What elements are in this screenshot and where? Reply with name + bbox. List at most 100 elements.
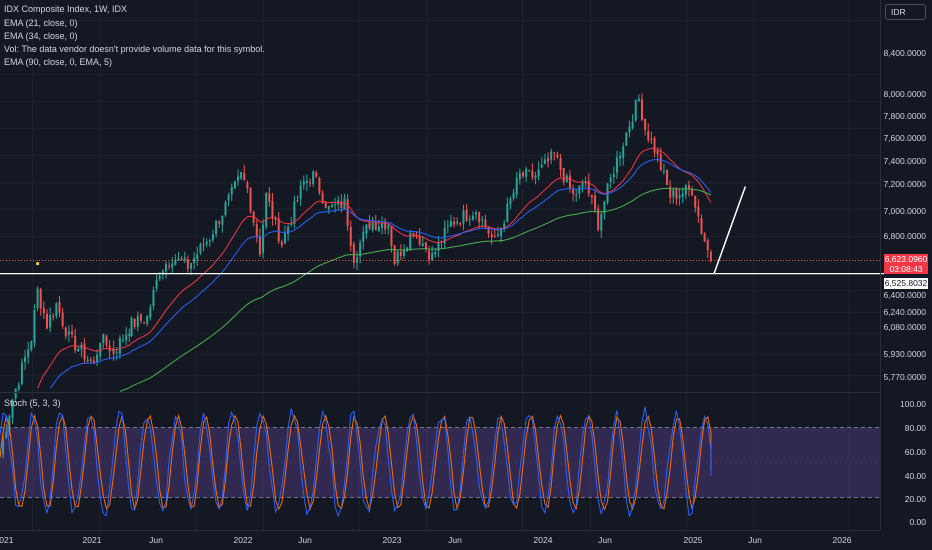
- price-tick: 7,800.0000: [883, 111, 926, 121]
- candle-body: [543, 159, 546, 164]
- candle-body: [424, 242, 427, 250]
- candle-body: [650, 138, 653, 140]
- candle-body: [697, 206, 700, 217]
- candle-body: [500, 227, 503, 236]
- candle-body: [152, 290, 155, 307]
- candle-body: [534, 175, 537, 179]
- candle-body: [506, 203, 509, 222]
- candle-body: [277, 218, 280, 242]
- candle-body: [374, 222, 377, 230]
- candle-body: [343, 197, 346, 210]
- bar-countdown: 03:08:43: [889, 264, 923, 274]
- candle-body: [537, 169, 540, 177]
- candle-body: [365, 224, 368, 234]
- candle-body: [681, 193, 684, 198]
- candle-body: [237, 176, 240, 181]
- candle-body: [556, 154, 559, 158]
- candle-body: [459, 223, 462, 225]
- candle-body: [393, 245, 396, 264]
- candle-body: [205, 241, 208, 245]
- stoch-title[interactable]: Stoch (5, 3, 3): [4, 398, 61, 408]
- price-tick: 5,770.0000: [883, 372, 926, 382]
- candle-body: [531, 170, 534, 177]
- time-tick: 2024: [533, 535, 553, 545]
- current-price-value: 6,623.0960: [884, 254, 928, 264]
- candle-body: [384, 221, 387, 230]
- legend-volume[interactable]: Vol: The data vendor doesn't provide vol…: [4, 44, 265, 54]
- candle-body: [709, 251, 712, 261]
- price-tick: 6,400.0000: [883, 290, 926, 300]
- price-tick: 7,200.0000: [883, 179, 926, 189]
- candle-body: [158, 275, 161, 279]
- candle-body: [619, 155, 622, 159]
- candle-body: [496, 234, 499, 236]
- candle-body: [684, 185, 687, 195]
- candle-body: [71, 331, 74, 335]
- legend-ema90[interactable]: EMA (90, close, 0, EMA, 5): [4, 57, 113, 67]
- ema34-line: [49, 158, 712, 389]
- candle-body: [487, 227, 490, 234]
- candle-body: [631, 122, 634, 128]
- time-tick: 2025: [683, 535, 703, 545]
- price-tick: 7,400.0000: [883, 156, 926, 166]
- candle-body: [74, 336, 77, 351]
- projection-line: [713, 186, 747, 274]
- candle-body: [553, 152, 556, 154]
- candle-body: [39, 289, 42, 309]
- pane-divider[interactable]: [0, 392, 880, 393]
- ema21-line: [37, 147, 712, 389]
- candle-body: [302, 181, 305, 185]
- candle-body: [640, 99, 643, 121]
- candle-body: [309, 182, 312, 184]
- symbol-title[interactable]: IDX Composite Index, 1W, IDX: [4, 4, 128, 14]
- candle-body: [703, 233, 706, 242]
- candle-body: [371, 223, 374, 231]
- candle-body: [359, 242, 362, 257]
- candle-body: [418, 235, 421, 245]
- candle-body: [49, 315, 52, 328]
- candle-body: [443, 227, 446, 244]
- candle-body: [318, 178, 321, 193]
- candle-body: [503, 223, 506, 230]
- candle-body: [449, 220, 452, 227]
- legend-ema21[interactable]: EMA (21, close, 0): [4, 18, 78, 28]
- time-tick: 2021: [0, 535, 14, 545]
- candle-body: [581, 181, 584, 187]
- candle-body: [515, 178, 518, 195]
- candle-body: [92, 360, 95, 363]
- candle-body: [330, 205, 333, 208]
- candle-body: [349, 226, 352, 246]
- signal-dot: [35, 261, 40, 266]
- time-tick: 2022: [233, 535, 253, 545]
- candle-body: [115, 351, 118, 353]
- candle-body: [327, 206, 330, 210]
- price-tick: 8,000.0000: [883, 89, 926, 99]
- candle-body: [255, 224, 258, 237]
- ema90-line: [119, 187, 712, 392]
- candle-body: [675, 189, 678, 199]
- candle-body: [224, 202, 227, 216]
- candle-body: [687, 185, 690, 190]
- candle-body: [271, 200, 274, 219]
- candle-body: [440, 241, 443, 243]
- legend-ema34[interactable]: EMA (34, close, 0): [4, 31, 78, 41]
- candle-body: [634, 99, 637, 121]
- candle-body: [186, 259, 189, 269]
- candle-body: [262, 224, 265, 253]
- candle-body: [521, 172, 524, 177]
- candle-body: [230, 187, 233, 195]
- candle-body: [86, 359, 89, 362]
- candle-body: [312, 171, 315, 185]
- candle-body: [99, 342, 102, 357]
- candle-body: [55, 303, 58, 316]
- stoch-tick: 20.00: [904, 494, 926, 504]
- candle-body: [568, 175, 571, 189]
- candle-body: [666, 169, 669, 186]
- candle-body: [64, 327, 67, 337]
- price-tick: 6,080.0000: [883, 322, 926, 332]
- candle-body: [30, 341, 33, 350]
- time-tick: Jun: [448, 535, 462, 545]
- currency-button[interactable]: IDR: [885, 4, 926, 20]
- candle-body: [612, 174, 615, 178]
